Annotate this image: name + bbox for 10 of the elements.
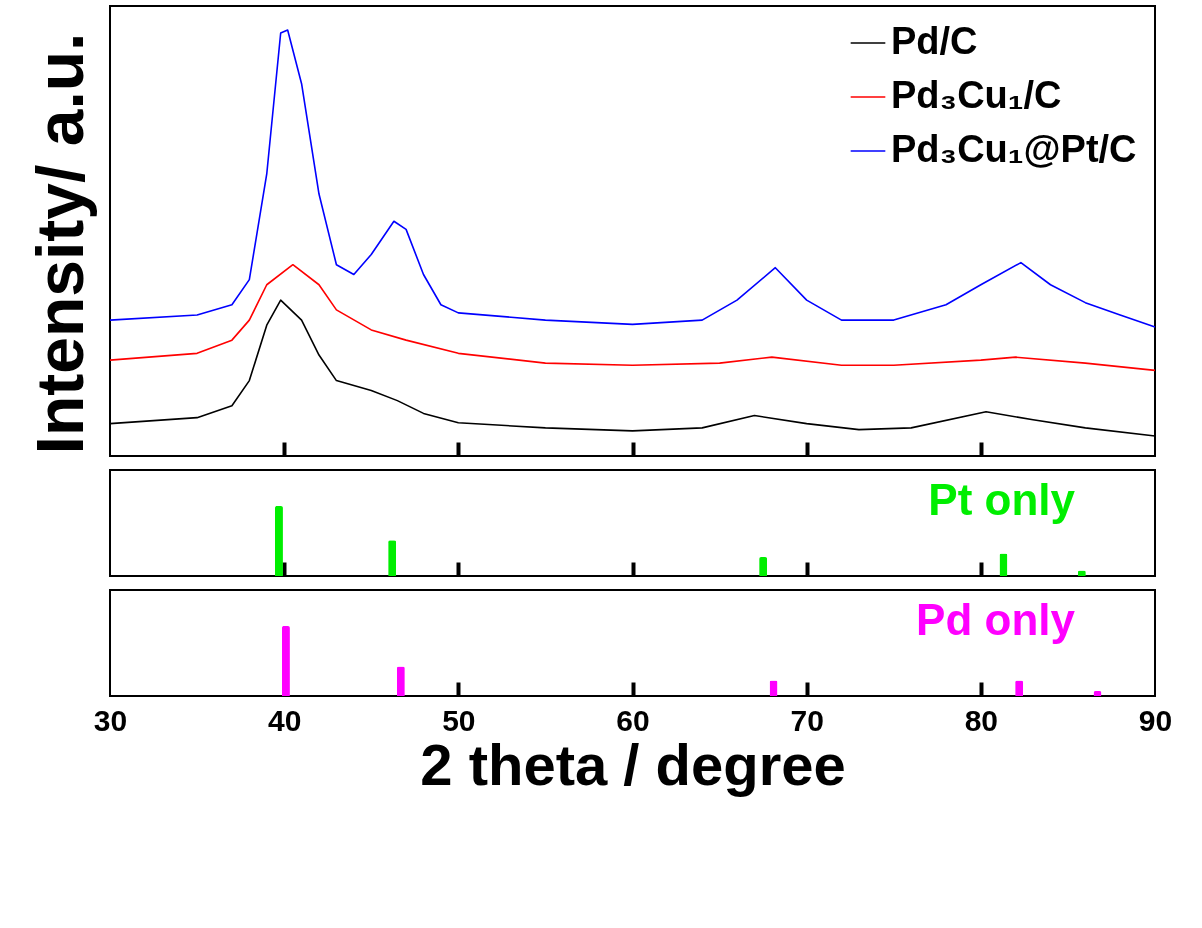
- x-tick-label: 30: [93, 703, 128, 737]
- annotation: Pd only: [916, 595, 1076, 644]
- x-tick-label: 40: [267, 703, 302, 737]
- legend-label: Pd₃Cu₁@Pt/C: [891, 128, 1137, 170]
- y-axis-title: Intensity/ a.u.: [22, 32, 97, 455]
- legend-label: Pd/C: [891, 20, 978, 62]
- x-tick-label: 80: [964, 703, 999, 737]
- x-tick-label: 90: [1138, 703, 1173, 737]
- annotation: Pt only: [928, 475, 1076, 524]
- legend-label: Pd₃Cu₁/C: [891, 74, 1062, 116]
